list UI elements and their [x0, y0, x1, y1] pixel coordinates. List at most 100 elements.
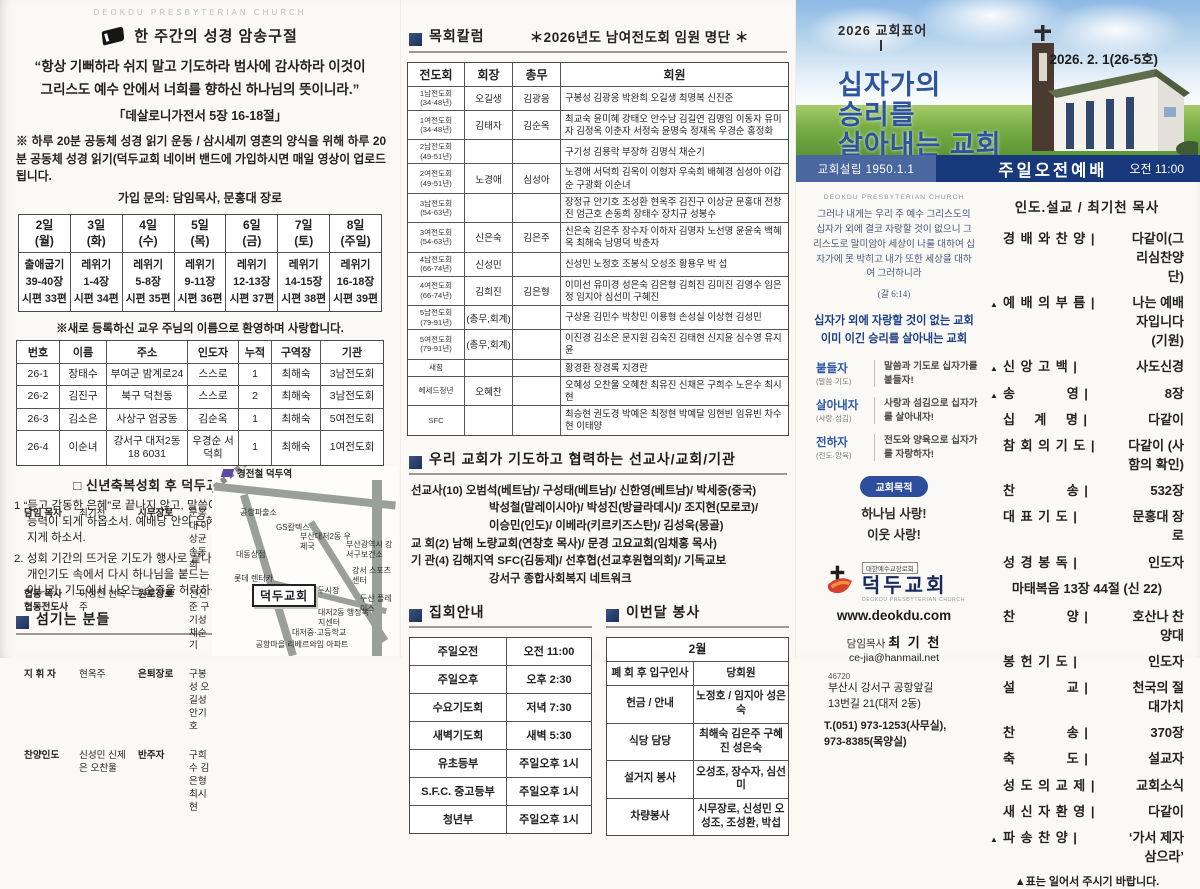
- roster-chair: (총무,회계): [465, 306, 512, 330]
- founded-label: 교회설립 1950.1.1: [796, 155, 936, 182]
- weekly-reading-cell: 레위기 12-13장 시편 37편: [226, 253, 278, 312]
- roster-secretary: 심성아: [513, 164, 560, 193]
- stand-mark: ▲: [990, 835, 998, 844]
- newcomer-no: 26-4: [17, 430, 59, 465]
- roster-secretary: [513, 252, 560, 276]
- newcomer-address: 부여군 밤계로24: [107, 364, 187, 386]
- worship-row: 참 회 의 기 도 | 다같이 (사함의 확인): [990, 435, 1184, 473]
- roster-secretary: 김광응: [513, 87, 560, 110]
- worship-item-value: 다같이: [1148, 803, 1184, 819]
- worship-item-label: 봉 헌 기 도 |: [1003, 653, 1078, 669]
- map-label: 대동상점: [236, 550, 266, 559]
- meetings-section-header: 집회안내: [409, 602, 592, 628]
- roster-group: 2여전도회 (49-51년): [408, 164, 464, 193]
- worship-title-bar: 교회설립 1950.1.1 주일오전예배 오전 11:00: [796, 155, 1200, 182]
- service-title: 이번달 봉사: [626, 603, 701, 620]
- monthly-service-section: 이번달 봉사 2월 폐 회 후 입구인사 당회원 헌금 / 안내 노정호 / 임…: [606, 602, 789, 837]
- meeting-name: 청년부: [410, 805, 506, 833]
- section-bullet-icon: [409, 33, 422, 46]
- map-label: 공항파출소: [240, 508, 277, 517]
- worship-row: 대 표 기 도 | 문홍대 장로: [990, 506, 1184, 544]
- church-motto: 십자가 외에 자랑할 것이 없는 교회 이미 이긴 승리를 살아내는 교회: [814, 315, 974, 345]
- newcomer-guide: 스스로: [188, 386, 238, 408]
- meeting-time: 오후 2:30: [507, 665, 591, 693]
- roster-chair: 김희진: [465, 276, 512, 306]
- worship-item-label: 찬 양 |: [1003, 608, 1089, 624]
- map-station-label: 경전철 덕두역: [220, 466, 292, 480]
- section-bullet-icon: [409, 608, 422, 622]
- roster-members: 신성민 노정호 조봉식 오성조 황용우 박 섭: [561, 252, 788, 276]
- vision-points: 붙들자 (말씀·기도) 말씀과 기도로 십자가를 붙들자! 살아내자 (사랑·섬…: [816, 360, 986, 461]
- purpose-badge: 교회목적: [859, 476, 929, 498]
- cloud-art: [1046, 2, 1186, 58]
- pastor-line: 담임목사 최 기 천: [846, 635, 942, 651]
- roster-members: 노경애 서덕희 김옥이 이형자 우숙희 배혜경 심성아 이갑순 구광화 이순녀: [561, 164, 788, 193]
- worship-item-label: 성 도 의 교 제 |: [1003, 777, 1096, 793]
- roster-group: 5여전도회 (79-91년): [408, 330, 464, 359]
- servant-names: 신성민 신제은 오찬울: [79, 750, 126, 774]
- newcomer-org: 5여전도회: [321, 408, 383, 430]
- roster-group: 1여전도회 (34-48년): [408, 110, 464, 140]
- roster-secretary: 김은형: [513, 276, 560, 306]
- service-people: 노정호 / 임지아 성은숙: [694, 685, 788, 723]
- worship-item-value: 인도자: [1148, 653, 1184, 669]
- meeting-name: 유초등부: [410, 749, 506, 777]
- roster-chair: 노경애: [465, 164, 512, 193]
- newcomer-guide: 우경순 서덕희: [188, 430, 238, 465]
- worship-row: 경 배 와 찬 양 | 다같이(그리심찬양단): [990, 228, 1184, 285]
- roster-members: 이진경 김소은 문지원 김숙진 김태현 신지윤 심수영 유지윤: [561, 330, 788, 359]
- worship-row: 설 교 | 천국의 절대가치: [990, 677, 1184, 715]
- service-duty: 헌금 / 안내: [607, 685, 693, 723]
- servant-role: 원로장로: [138, 588, 174, 600]
- weekly-reading-cell: 레위기 14-15장 시편 38편: [278, 253, 330, 312]
- servants-section-header: 섬기는 분들: [16, 609, 380, 636]
- map-label: 대저2동 행정복지센터: [318, 608, 369, 627]
- newcomer-address: 사상구 엄궁동: [107, 408, 187, 430]
- meetings-section: 집회안내 주일오전 오전 11:00 주일오후 오후 2:30 수요기도회 저녁…: [409, 602, 592, 836]
- worship-item-label: 신 앙 고 백 |: [1003, 359, 1078, 375]
- roster-secretary: [513, 406, 560, 435]
- servants-table: 담임 목사 최기천 시무장로 문홍대 이상균 손동희 협동 목사 협동전도사 이…: [24, 508, 210, 815]
- roster-group: 3여전도회 (54-63년): [408, 223, 464, 252]
- church-phone: T.(051) 973-1253(사무실), 973-8385(목양실): [824, 719, 947, 748]
- map-label: 부산대저2동 우체국: [300, 532, 351, 551]
- weekly-reading-cell: 레위기 9-11장 시편 36편: [174, 253, 226, 312]
- newcomer-guide: 스스로: [188, 364, 238, 386]
- roster-chair: 신성민: [465, 252, 512, 276]
- roster-group: 5남전도회 (79-91년): [408, 306, 464, 330]
- roster-chair: 신은숙: [465, 223, 512, 252]
- newcomer-count: 1: [239, 408, 271, 430]
- service-time: 오전 11:00: [1129, 162, 1184, 176]
- service-table: 2월 폐 회 후 입구인사 당회원 헌금 / 안내 노정호 / 임지아 성은숙 …: [606, 636, 789, 837]
- newcomer-org: 3남전도회: [321, 386, 383, 408]
- worship-item-value: 8장: [1164, 385, 1184, 401]
- church-illustration: [1032, 25, 1198, 155]
- church-name-english: DEOKDU PRESBYTERIAN CHURCH: [861, 597, 966, 604]
- roster-chair: (총무,회계): [465, 330, 512, 359]
- map-road: [372, 480, 382, 656]
- bible-icon: [101, 25, 125, 46]
- newcomer-leader: 최해숙: [272, 386, 320, 408]
- newcomer-count: 1: [239, 364, 271, 386]
- servant-role: 찬양인도: [24, 750, 60, 762]
- servant-names: 이성진 현옥주: [79, 588, 126, 613]
- weekly-reading-cell: 레위기 1-4장 시편 34편: [70, 253, 122, 312]
- meetings-table: 주일오전 오전 11:00 주일오후 오후 2:30 수요기도회 저녁 7:30…: [409, 636, 592, 834]
- church-name: 덕두교회: [861, 575, 948, 598]
- newcomer-name: 이순녀: [60, 430, 106, 465]
- meeting-name: 수요기도회: [410, 693, 506, 721]
- stand-mark: ▲: [990, 364, 998, 374]
- roster-group: 2남전도회 (49-51년): [408, 140, 464, 164]
- roster-chair: 오길생: [465, 87, 512, 110]
- worship-item-value: 370장: [1150, 725, 1184, 741]
- denomination-label: 대한예수교장로회: [861, 562, 918, 575]
- worship-items-a: 경 배 와 찬 양 | 다같이(그리심찬양단) ▲ 예 배 의 부 름 | 나는…: [990, 228, 1184, 571]
- worship-row: ▲ 예 배 의 부 름 | 나는 예배자입니다(기원): [990, 292, 1184, 349]
- roster-members: 장정규 안기호 조성환 현옥주 김진구 이상균 문홍대 전창진 엄근호 손동희 …: [561, 193, 788, 223]
- meeting-name: 주일오후: [410, 665, 506, 693]
- roster-members: 황경환 장경록 지경란: [561, 359, 788, 376]
- worship-item-value: 인도자: [1148, 554, 1184, 570]
- stand-mark: ▲: [990, 300, 998, 310]
- service-people: 시무장로, 신성민 오성조, 조성환, 박섭: [694, 798, 788, 836]
- stand-mark: ▲: [990, 390, 998, 400]
